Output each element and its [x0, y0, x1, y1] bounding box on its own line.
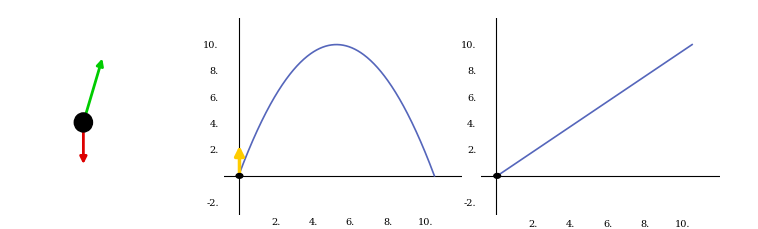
- Circle shape: [236, 174, 243, 178]
- Circle shape: [74, 113, 92, 132]
- Circle shape: [493, 174, 500, 178]
